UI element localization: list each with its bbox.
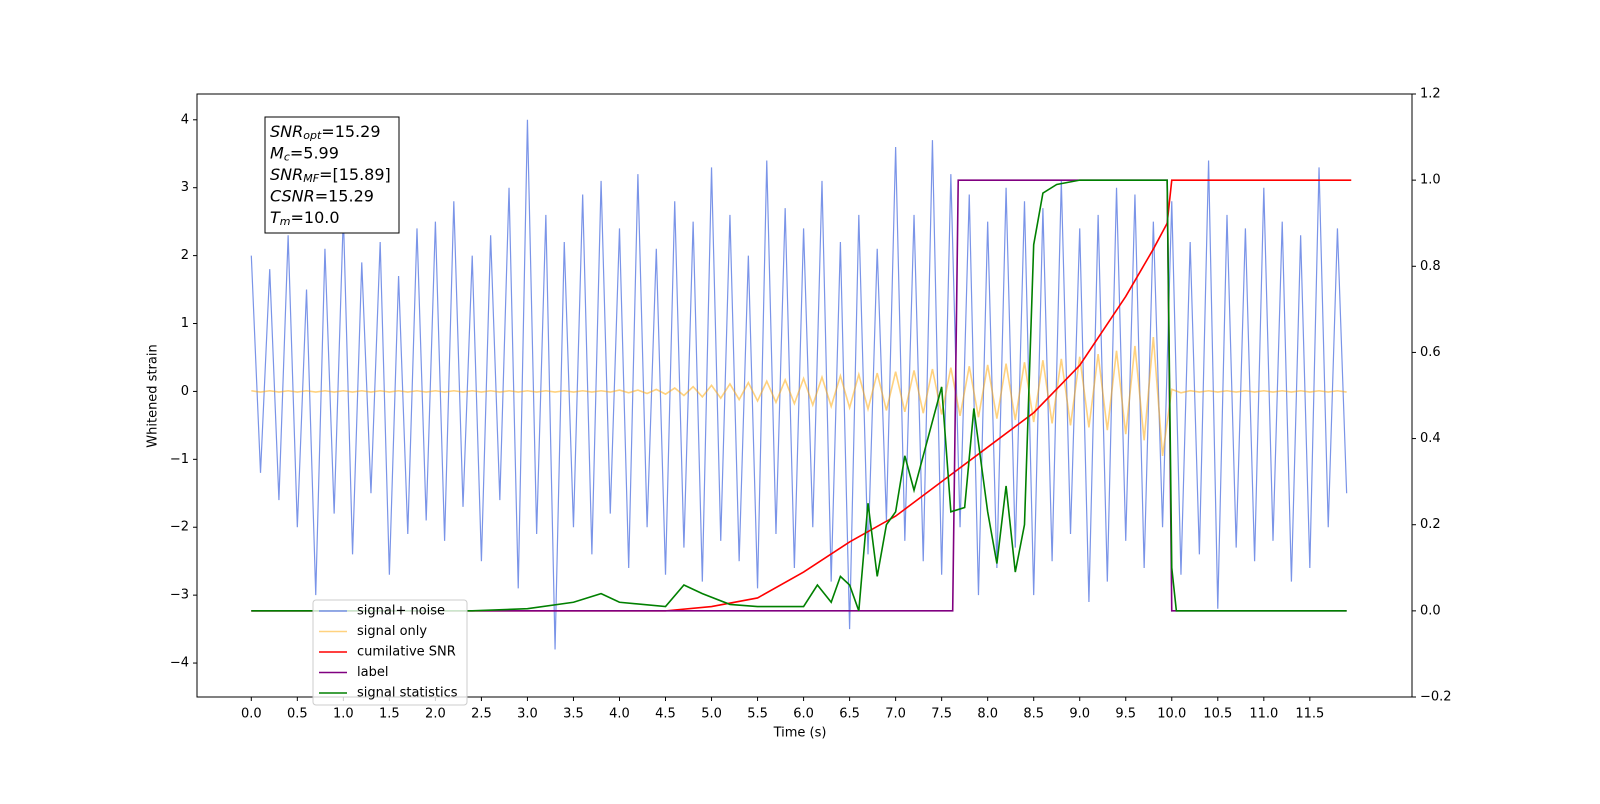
y2-tick-label: −0.2 [1420, 690, 1452, 705]
y-axis-label: Whitened strain [146, 344, 161, 447]
x-tick-label: 2.0 [425, 707, 446, 722]
x-tick-label: 8.5 [1023, 707, 1044, 722]
y2-tick-label: 0.2 [1420, 517, 1441, 532]
x-tick-label: 3.5 [563, 707, 584, 722]
legend-label: signal only [357, 624, 427, 639]
annotation-box: SNRopt=15.29Mc=5.99SNRMF=[15.89]CSNR=15.… [264, 116, 400, 234]
legend-label: cumilative SNR [357, 645, 456, 660]
y-tick-label: 2 [181, 248, 189, 263]
x-tick-label: 4.5 [655, 707, 676, 722]
annotation: SNRopt=15.29 [270, 122, 381, 143]
x-tick-label: 0.5 [287, 707, 308, 722]
x-tick-label: 7.0 [885, 707, 906, 722]
y-tick-label: −2 [170, 520, 189, 535]
y2-tick-label: 0.4 [1420, 431, 1441, 446]
annotation: SNRMF=[15.89] [270, 165, 391, 186]
annotation-value: =15.29 [315, 186, 374, 205]
plot-area [250, 119, 1352, 650]
series-line [250, 119, 1348, 650]
series-line [251, 179, 1347, 612]
y-tick-label: 4 [181, 112, 189, 127]
x-tick-label: 6.5 [839, 707, 860, 722]
x-tick-label: 11.5 [1295, 707, 1324, 722]
x-tick-label: 1.0 [333, 707, 354, 722]
y-tick-label: 1 [181, 316, 189, 331]
x-tick-label: 3.0 [517, 707, 538, 722]
annotation-subscript: MF [303, 172, 319, 185]
annotation-value: =[15.89] [319, 165, 391, 184]
x-tick-label: 11.0 [1249, 707, 1278, 722]
y-tick-label: −1 [170, 452, 189, 467]
x-tick-label: 9.0 [1069, 707, 1090, 722]
annotation: CSNR=15.29 [270, 186, 374, 205]
annotation-symbol: T [270, 208, 281, 227]
annotation-subscript: opt [303, 129, 322, 142]
annotation: Tm=10.0 [270, 208, 340, 229]
legend-frame [312, 599, 468, 706]
annotation-subscript: c [284, 151, 290, 164]
annotation: Mc=5.99 [270, 143, 339, 164]
y2-tick-label: 0.8 [1420, 259, 1441, 274]
legend: signal+ noise signal only cumilative SNR la… [312, 599, 468, 706]
x-tick-label: 0.0 [241, 707, 262, 722]
annotation-symbol: SNR [270, 165, 303, 184]
y-tick-label: 3 [181, 180, 189, 195]
annotation-symbol: CSNR [270, 186, 315, 205]
x-tick-label: 5.5 [747, 707, 768, 722]
annotation-subscript: m [280, 215, 291, 228]
y-tick-label: −3 [170, 588, 189, 603]
x-tick-label: 8.0 [977, 707, 998, 722]
x-tick-label: 4.0 [609, 707, 630, 722]
series-line [251, 337, 1347, 457]
y-tick-label: 0 [181, 384, 189, 399]
y2-tick-label: 0.6 [1420, 345, 1441, 360]
axes-frame [196, 93, 1413, 698]
annotation-symbol: SNR [270, 122, 303, 141]
series-line [251, 179, 1352, 612]
x-tick-label: 1.5 [379, 707, 400, 722]
x-tick-label: 9.5 [1115, 707, 1136, 722]
annotation-value: =15.29 [321, 122, 380, 141]
legend-label: signal statistics [357, 686, 458, 701]
annotation-frame [264, 116, 400, 234]
x-tick-label: 5.0 [701, 707, 722, 722]
x-tick-label: 2.5 [471, 707, 492, 722]
legend-label: label [357, 665, 388, 680]
x-axis-label: Time (s) [773, 726, 827, 741]
y-tick-label: −4 [170, 656, 189, 671]
y2-tick-label: 1.2 [1420, 87, 1441, 102]
annotation-value: =5.99 [290, 143, 339, 162]
y2-tick-label: 1.0 [1420, 173, 1441, 188]
legend-label: signal+ noise [357, 604, 445, 619]
x-tick-label: 7.5 [931, 707, 952, 722]
annotation-value: =10.0 [291, 208, 340, 227]
x-tick-label: 10.0 [1157, 707, 1186, 722]
x-tick-label: 6.0 [793, 707, 814, 722]
y2-tick-label: 0.0 [1420, 603, 1441, 618]
annotation-symbol: M [270, 143, 284, 162]
x-tick-label: 10.5 [1203, 707, 1232, 722]
